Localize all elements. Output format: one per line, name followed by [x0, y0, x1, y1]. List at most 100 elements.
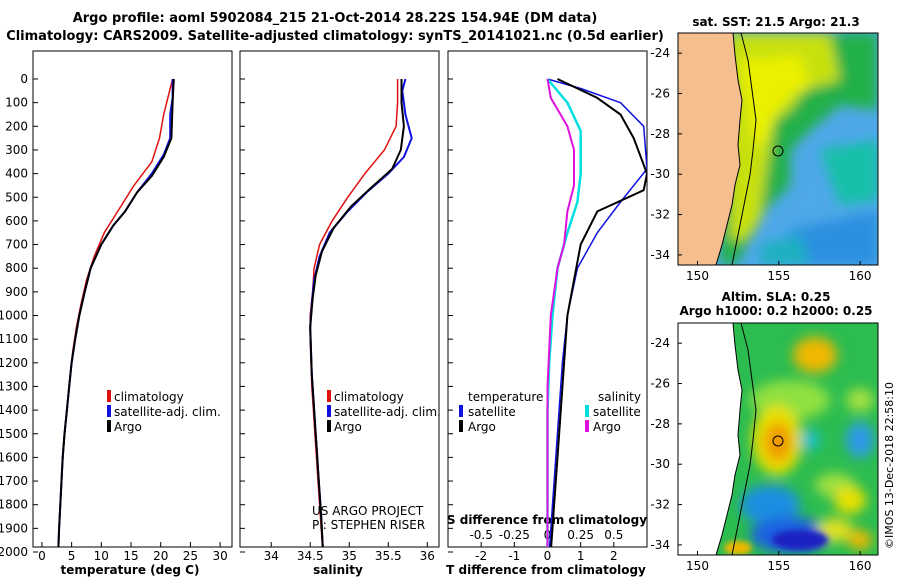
depth-tick-label: 800	[5, 261, 28, 275]
x-tick-label: 36	[420, 549, 435, 563]
depth-axis: 0 100 200 300 400 500 600 700 800 900 1000 1100 1200…	[0, 72, 453, 559]
depth-tick-label: 200	[5, 119, 28, 133]
s-difference-x-axis: -0.5 -0.25 0 0.25 0.5	[469, 528, 623, 542]
depth-tick-label: 100	[5, 96, 28, 110]
series-line-argo	[57, 78, 175, 547]
x-top-tick-label: 0.5	[604, 528, 623, 542]
legend-s-argo: Argo	[593, 420, 621, 434]
legend-satellite: satellite-adj. clim.	[114, 405, 221, 419]
legend-climatology: climatology	[114, 390, 184, 404]
series-line-salinity-argo	[546, 78, 575, 547]
map-lon-label: 150	[686, 269, 709, 283]
map-lat-label: -30	[650, 457, 670, 471]
salinity-panel-frame	[239, 50, 440, 548]
depth-tick-label: 1300	[0, 379, 28, 393]
map-lon-label: 160	[849, 559, 872, 573]
x-tick-label: 1	[577, 549, 585, 563]
depth-tick-label: 900	[5, 285, 28, 299]
map-lat-label: -24	[650, 336, 670, 350]
x-tick-label: 2	[610, 549, 618, 563]
legend-satellite-2: satellite-adj. clim.	[334, 405, 441, 419]
map-lon-label: 155	[767, 269, 790, 283]
legend-swatch-climatology	[107, 390, 111, 402]
legend-temperature-head: temperature	[468, 390, 543, 404]
temperature-legend: climatology satellite-adj. clim. Argo	[107, 390, 221, 434]
depth-tick-label: 1800	[0, 498, 28, 512]
series-line-climatology	[57, 78, 174, 547]
salinity-axis-label: salinity	[313, 563, 363, 577]
x-tick-label: 35.5	[375, 549, 402, 563]
map-lat-label: -32	[650, 498, 670, 512]
depth-tick-label: 1200	[0, 356, 28, 370]
x-tick-label: 20	[153, 549, 168, 563]
t-difference-axis-label: T difference from climatology	[446, 563, 646, 577]
x-top-tick-label: -0.5	[469, 528, 492, 542]
x-tick-label: 34	[264, 549, 279, 563]
map-lat-label: -26	[650, 377, 670, 391]
x-tick-label: 35	[342, 549, 357, 563]
map-lon-label: 155	[767, 559, 790, 573]
legend-salinity-head: salinity	[598, 390, 641, 404]
legend-swatch-s-satellite	[585, 405, 589, 417]
sst-map	[678, 33, 878, 265]
pi-label: PI: STEPHEN RISER	[312, 518, 425, 532]
sst-map-axes: -24 -26 -28 -30 -32 -34 150 155 160	[650, 46, 871, 283]
legend-swatch-t-argo	[459, 420, 463, 432]
x-tick-label: 0	[544, 549, 552, 563]
legend-climatology-2: climatology	[334, 390, 404, 404]
depth-tick-label: 700	[5, 238, 28, 252]
depth-tick-label: 0	[20, 72, 28, 86]
series-line-temperature-satellite	[547, 78, 647, 547]
temperature-series	[57, 78, 175, 547]
series-line-argo	[309, 79, 405, 547]
sst-isobath	[731, 33, 757, 265]
map-lat-label: -28	[650, 127, 670, 141]
legend-swatch-satellite	[107, 405, 111, 417]
x-tick-label: -1	[508, 549, 520, 563]
sla-map-title-1: Altim. SLA: 0.25	[722, 290, 831, 304]
series-line-temperature-argo	[550, 78, 647, 547]
map-lat-label: -24	[650, 46, 670, 60]
x-tick-label: 25	[183, 549, 198, 563]
sla-land	[678, 323, 743, 555]
sla-map-axes: -24 -26 -28 -30 -32 -34 150 155 160	[650, 336, 871, 573]
x-tick-label: 34.5	[297, 549, 324, 563]
sst-land	[678, 33, 743, 265]
legend-swatch-climatology-2	[327, 390, 331, 402]
temperature-axis-label: temperature (deg C)	[61, 563, 200, 577]
sla-map-frame	[677, 322, 879, 556]
legend-argo: Argo	[114, 420, 142, 434]
map-lon-label: 150	[686, 559, 709, 573]
legend-swatch-s-argo	[585, 420, 589, 432]
depth-tick-label: 1900	[0, 521, 28, 535]
legend-t-argo: Argo	[468, 420, 496, 434]
depth-tick-label: 1400	[0, 403, 28, 417]
legend-argo-2: Argo	[334, 420, 362, 434]
x-tick-label: 0	[38, 549, 46, 563]
legend-s-satellite: satellite	[593, 405, 641, 419]
depth-tick-label: 2000	[0, 545, 28, 559]
salinity-series	[309, 78, 413, 547]
difference-series	[546, 78, 647, 547]
x-top-tick-label: 0.25	[567, 528, 594, 542]
temperature-panel-frame	[32, 50, 233, 548]
map-lon-label: 160	[849, 269, 872, 283]
title-line-2: Climatology: CARS2009. Satellite-adjuste…	[6, 29, 664, 44]
sla-map-title-2: Argo h1000: 0.2 h2000: 0.25	[679, 304, 872, 318]
depth-tick-label: 1100	[0, 332, 28, 346]
sla-argo-location	[772, 435, 784, 447]
x-tick-label: 10	[94, 549, 109, 563]
sla-map	[678, 323, 878, 555]
x-tick-label: 30	[212, 549, 227, 563]
depth-tick-label: 400	[5, 167, 28, 181]
legend-t-satellite: satellite	[468, 405, 516, 419]
salinity-legend: climatology satellite-adj. clim. Argo	[327, 390, 441, 434]
map-lat-label: -34	[650, 248, 670, 262]
series-line-climatology	[309, 79, 399, 547]
depth-tick-label: 1700	[0, 474, 28, 488]
depth-tick-label: 1000	[0, 309, 28, 323]
sst-map-title: sat. SST: 21.5 Argo: 21.3	[692, 15, 859, 29]
x-top-tick-label: -0.25	[499, 528, 530, 542]
map-lat-label: -34	[650, 538, 670, 552]
sst-map-frame	[677, 32, 879, 266]
